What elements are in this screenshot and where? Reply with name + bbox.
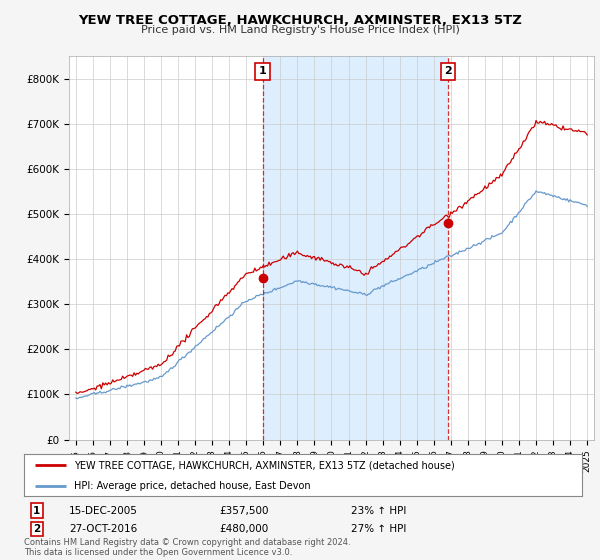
Text: 2: 2 bbox=[444, 66, 452, 76]
Text: £480,000: £480,000 bbox=[219, 524, 268, 534]
Text: 27% ↑ HPI: 27% ↑ HPI bbox=[351, 524, 406, 534]
Text: Price paid vs. HM Land Registry's House Price Index (HPI): Price paid vs. HM Land Registry's House … bbox=[140, 25, 460, 35]
Text: 2: 2 bbox=[33, 524, 40, 534]
Text: YEW TREE COTTAGE, HAWKCHURCH, AXMINSTER, EX13 5TZ: YEW TREE COTTAGE, HAWKCHURCH, AXMINSTER,… bbox=[78, 14, 522, 27]
Text: 1: 1 bbox=[259, 66, 266, 76]
Text: YEW TREE COTTAGE, HAWKCHURCH, AXMINSTER, EX13 5TZ (detached house): YEW TREE COTTAGE, HAWKCHURCH, AXMINSTER,… bbox=[74, 460, 455, 470]
Text: 27-OCT-2016: 27-OCT-2016 bbox=[69, 524, 137, 534]
Bar bbox=[263, 56, 448, 440]
Text: 15-DEC-2005: 15-DEC-2005 bbox=[69, 506, 138, 516]
Text: Contains HM Land Registry data © Crown copyright and database right 2024.
This d: Contains HM Land Registry data © Crown c… bbox=[24, 538, 350, 557]
Text: 1: 1 bbox=[33, 506, 40, 516]
Text: HPI: Average price, detached house, East Devon: HPI: Average price, detached house, East… bbox=[74, 482, 311, 491]
Text: £357,500: £357,500 bbox=[219, 506, 269, 516]
Text: 23% ↑ HPI: 23% ↑ HPI bbox=[351, 506, 406, 516]
